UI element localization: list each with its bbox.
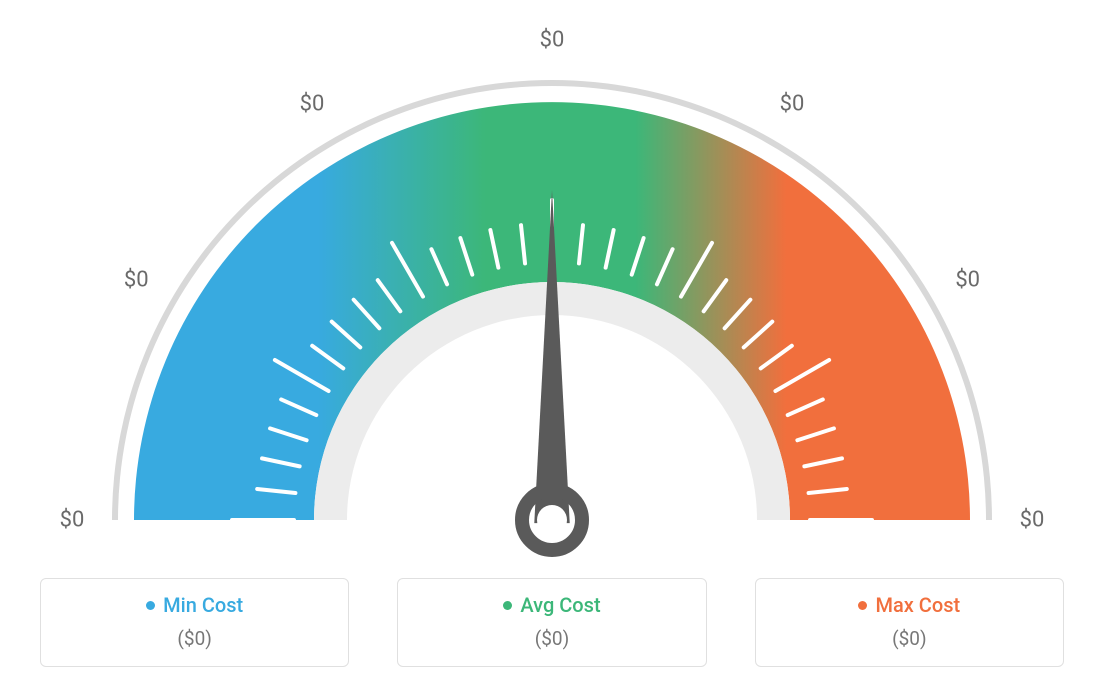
legend-card-avg: Avg Cost ($0) bbox=[397, 578, 706, 667]
legend-label-min: Min Cost bbox=[163, 593, 243, 617]
legend-dot-max bbox=[858, 601, 867, 610]
legend-value-max: ($0) bbox=[756, 627, 1063, 650]
legend-label-avg: Avg Cost bbox=[520, 593, 600, 617]
gauge-tick-label: $0 bbox=[60, 508, 85, 533]
gauge-svg bbox=[0, 0, 1104, 560]
gauge-tick-label: $0 bbox=[1020, 508, 1045, 533]
gauge-tick-label: $0 bbox=[124, 268, 149, 293]
legend-row: Min Cost ($0) Avg Cost ($0) Max Cost ($0… bbox=[0, 578, 1104, 667]
legend-value-min: ($0) bbox=[41, 627, 348, 650]
gauge-chart: $0 $0 $0 $0 $0 $0 $0 bbox=[0, 0, 1104, 560]
legend-title-min: Min Cost bbox=[146, 593, 243, 617]
legend-title-avg: Avg Cost bbox=[503, 593, 600, 617]
gauge-tick-label: $0 bbox=[300, 92, 325, 117]
legend-card-min: Min Cost ($0) bbox=[40, 578, 349, 667]
gauge-tick-label: $0 bbox=[780, 92, 805, 117]
gauge-tick-label: $0 bbox=[540, 28, 565, 53]
legend-card-max: Max Cost ($0) bbox=[755, 578, 1064, 667]
gauge-tick-label: $0 bbox=[955, 268, 980, 293]
legend-title-max: Max Cost bbox=[858, 593, 960, 617]
legend-value-avg: ($0) bbox=[398, 627, 705, 650]
legend-label-max: Max Cost bbox=[875, 593, 960, 617]
legend-dot-avg bbox=[503, 601, 512, 610]
legend-dot-min bbox=[146, 601, 155, 610]
